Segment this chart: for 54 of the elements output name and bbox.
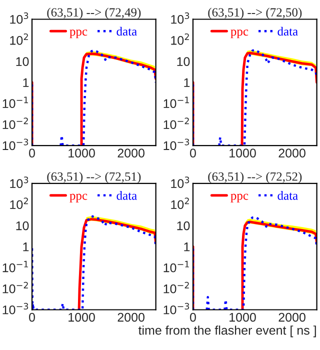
y-tick-label: 10$^{−3}$ xyxy=(164,138,190,150)
x-tick-label: 2000 xyxy=(278,312,306,322)
y-tick-label: 10$^{−3}$ xyxy=(164,302,190,314)
y-tick-label: 10$^{2}$ xyxy=(10,33,28,45)
legend-label: data xyxy=(116,191,137,200)
y-tick-label: 10$^{−3}$ xyxy=(2,138,28,150)
y-tick-label: 10 xyxy=(16,221,29,230)
y-tick-label: 10$^{2}$ xyxy=(171,33,189,45)
y-tick-label: 10$^{2}$ xyxy=(10,198,28,210)
chart-title: (63,51) --> (72,52) xyxy=(208,172,302,184)
y-tick-label: 10$^{−1}$ xyxy=(164,96,189,108)
chart-title: (63,51) --> (72,51) xyxy=(47,172,141,184)
y-tick-label: 10$^{−2}$ xyxy=(164,118,189,130)
y-tick-label: 10$^{3}$ xyxy=(10,176,28,188)
y-tick-label: 10$^{3}$ xyxy=(171,12,190,24)
y-tick-label: 10$^{−2}$ xyxy=(2,282,28,294)
x-tick-label: 0 xyxy=(29,148,35,158)
y-tick-label: 1 xyxy=(23,78,29,87)
legend-label: data xyxy=(278,26,298,36)
x-tick-label: 1000 xyxy=(68,312,95,322)
x-tick-label: 0 xyxy=(29,312,35,322)
y-tick-label: 10$^{2}$ xyxy=(171,198,189,210)
y-tick-label: 10$^{−2}$ xyxy=(2,118,28,130)
legend-label: data xyxy=(116,26,137,36)
x-tick-label: 2000 xyxy=(278,148,306,158)
y-tick-label: 10$^{−3}$ xyxy=(2,302,28,314)
y-tick-label: 1 xyxy=(23,242,29,252)
y-tick-label: 10$^{−1}$ xyxy=(2,96,28,108)
y-tick-label: 10$^{−1}$ xyxy=(164,260,189,272)
y-tick-label: 10$^{3}$ xyxy=(171,176,190,188)
y-tick-label: 10 xyxy=(177,221,190,230)
legend-label: ppc xyxy=(70,30,88,38)
x-axis-title: time from the flasher event [ ns ] xyxy=(138,326,316,338)
x-tick-label: 0 xyxy=(190,148,196,158)
x-tick-label: 2000 xyxy=(118,148,144,158)
y-tick-label: 10$^{−2}$ xyxy=(164,282,189,294)
legend-label: data xyxy=(278,191,298,200)
x-tick-label: 1000 xyxy=(68,148,95,158)
series-label: ppc xyxy=(230,30,248,38)
line-series xyxy=(78,218,156,310)
y-tick-label: 10$^{3}$ xyxy=(10,12,28,24)
chart-title: (63,51) --> (72,50) xyxy=(208,8,302,20)
series-label: ppc xyxy=(230,194,248,202)
x-tick-label: 2000 xyxy=(118,312,144,322)
legend-label: ppc xyxy=(70,194,88,202)
y-tick-label: 10 xyxy=(16,57,29,66)
y-tick-label: 10 xyxy=(177,57,190,66)
chart-title: (63,51) --> (72,49) xyxy=(47,8,141,20)
x-tick-label: 0 xyxy=(190,312,196,322)
x-tick-label: 1000 xyxy=(230,148,256,158)
x-tick-label: 1000 xyxy=(230,312,256,322)
y-tick-label: 1 xyxy=(184,242,190,252)
y-tick-label: 10$^{−1}$ xyxy=(2,260,28,272)
y-tick-label: 1 xyxy=(184,78,190,87)
